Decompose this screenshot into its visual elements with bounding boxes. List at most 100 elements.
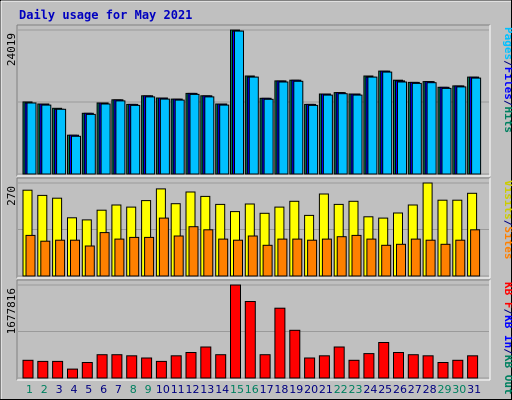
kbytes-side-legend-part: KB Out <box>502 355 512 395</box>
kbytes-bar-kb-f <box>393 352 404 379</box>
hits-bar-pages <box>145 96 156 175</box>
kbytes-bar-kb-f <box>244 301 256 379</box>
visits-bar-sites <box>292 238 303 277</box>
visits-bar-sites <box>455 239 466 277</box>
x-tick-label: 16 <box>245 383 259 396</box>
visits-bar-sites <box>70 239 80 277</box>
visits-side-legend-part: Visits <box>502 180 512 220</box>
x-tick-label: 25 <box>378 383 392 396</box>
kbytes-bar-kb-f <box>200 346 212 379</box>
hits-bar-pages <box>85 113 96 175</box>
kbytes-bar-kb-f <box>185 352 197 379</box>
kbytes-side-legend-part: KB F <box>502 282 512 309</box>
hits-bar-pages <box>352 94 363 175</box>
kbytes-bar-kb-f <box>274 307 286 379</box>
x-tick-label: 23 <box>349 383 363 396</box>
visits-bar-sites <box>99 232 110 277</box>
visits-bar-sites <box>158 217 169 277</box>
x-tick-label: 8 <box>130 383 137 396</box>
visits-side-legend-part: / <box>502 220 512 227</box>
x-tick-label: 24 <box>363 383 377 396</box>
visits-bar-sites <box>129 236 140 277</box>
hits-bar-pages <box>382 71 393 175</box>
visits-bar-sites <box>425 239 436 277</box>
kbytes-side-legend-part: KB In <box>502 315 512 348</box>
kbytes-bar-kb-f <box>348 359 360 379</box>
hits-bar-pages <box>426 82 437 175</box>
kbytes-bar-kb-f <box>170 355 182 379</box>
visits-bar-sites <box>40 240 51 277</box>
kbytes-bar-kb-f <box>467 355 479 379</box>
kbytes-bar-kb-f <box>407 354 419 379</box>
visits-bar-sites <box>396 243 406 277</box>
kbytes-side-legend-part: / <box>502 309 512 316</box>
chart-title: Daily usage for May 2021 <box>19 8 192 22</box>
kbytes-bar-kb-f <box>333 346 345 379</box>
x-tick-label: 17 <box>260 383 274 396</box>
x-tick-label: 9 <box>145 383 152 396</box>
hits-side-legend-part: Files <box>502 67 512 100</box>
x-tick-label: 27 <box>408 383 422 396</box>
hits-ymax-label: 24019 <box>5 33 18 66</box>
kbytes-bar-kb-f <box>363 353 375 379</box>
visits-bar-sites <box>25 234 36 277</box>
visits-bar-sites <box>410 238 421 277</box>
hits-bar-pages <box>278 81 289 175</box>
kbytes-bar-kb-f <box>304 357 316 379</box>
kbytes-bar-kb-f <box>67 368 78 379</box>
kbytes-bar-kb-f <box>289 329 301 379</box>
visits-bar-sites <box>440 243 451 277</box>
visits-bar-sites <box>351 234 362 277</box>
kbytes-bar-kb-f <box>81 362 93 379</box>
visits-bar-sites <box>307 239 318 277</box>
visits-bar-sites <box>114 238 125 277</box>
hits-bar-pages <box>308 104 319 175</box>
x-tick-label: 22 <box>334 383 348 396</box>
hits-bar-pages <box>337 93 348 175</box>
visits-bar-sites <box>366 238 377 277</box>
x-tick-label: 12 <box>186 383 200 396</box>
kbytes-bar-kb-f <box>422 355 434 379</box>
x-tick-label: 13 <box>200 383 214 396</box>
x-tick-label: 2 <box>41 383 48 396</box>
hits-bar-pages <box>130 104 141 175</box>
hits-bar-pages <box>456 86 467 175</box>
visits-bar-sites <box>277 238 288 277</box>
x-tick-label: 29 <box>438 383 452 396</box>
kbytes-ymax-label: 1677816 <box>5 288 18 334</box>
hits-bar-pages <box>115 100 126 175</box>
x-tick-label: 30 <box>452 383 466 396</box>
kbytes-bar-kb-f <box>215 354 227 379</box>
x-tick-label: 5 <box>85 383 92 396</box>
hits-side-legend-part: Hits <box>502 107 512 134</box>
hits-side-legend: Pages/Files/Hits <box>502 27 512 133</box>
kbytes-bar-kb-f <box>318 355 330 379</box>
visits-bar-sites <box>321 238 332 277</box>
kbytes-bar-kb-f <box>437 362 449 379</box>
kbytes-bar-kb-f <box>22 359 34 379</box>
x-tick-label: 1 <box>26 383 33 396</box>
x-tick-label: 26 <box>393 383 407 396</box>
x-tick-label: 19 <box>289 383 303 396</box>
kbytes-bar-kb-f <box>378 342 390 379</box>
x-tick-label: 11 <box>171 383 185 396</box>
hits-bar-pages <box>293 80 304 175</box>
visits-bar-sites <box>173 235 184 277</box>
hits-bar-pages <box>71 135 81 175</box>
kbytes-bar-kb-f <box>141 357 153 379</box>
kbytes-bar-kb-f <box>230 284 241 379</box>
kbytes-bar-kb-f <box>52 360 64 379</box>
visits-side-legend-part: Sites <box>502 226 512 259</box>
visits-bar-sites <box>381 244 392 277</box>
kbytes-bar-kb-f <box>155 360 167 379</box>
x-tick-label: 18 <box>274 383 288 396</box>
hits-bar-pages <box>367 76 378 175</box>
hits-bar-pages <box>174 99 185 175</box>
kbytes-side-legend-part: / <box>502 348 512 355</box>
hits-bar-pages <box>441 87 452 175</box>
hits-bar-pages <box>159 98 170 175</box>
hits-bar-pages <box>471 77 482 175</box>
visits-bar-sites <box>336 236 347 277</box>
visits-bar-sites <box>84 245 95 277</box>
